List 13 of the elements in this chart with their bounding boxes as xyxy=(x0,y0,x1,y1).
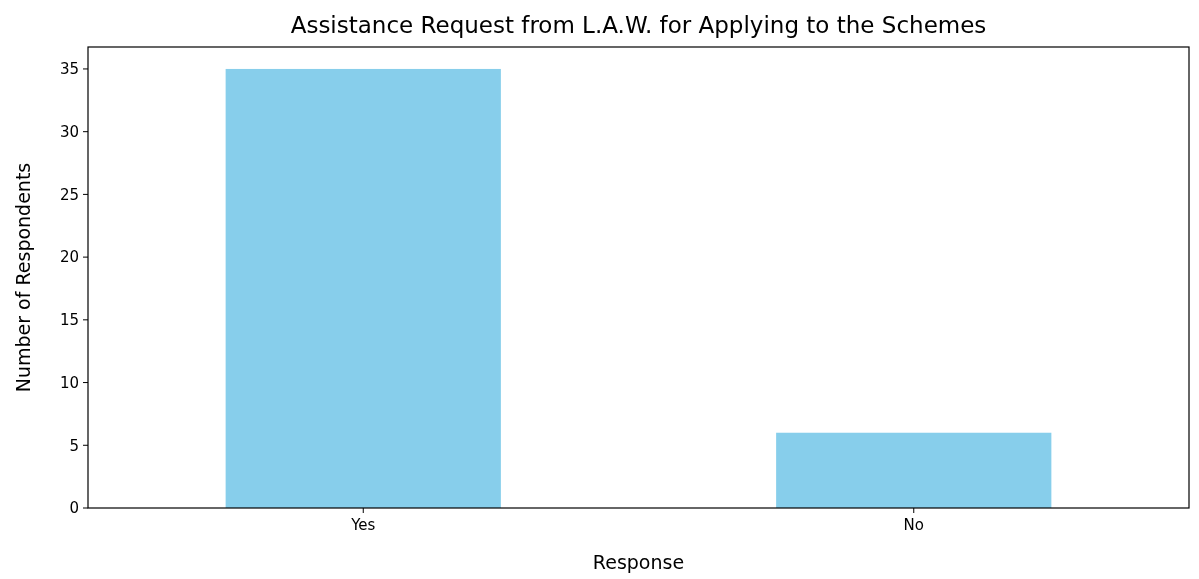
x-axis-title: Response xyxy=(592,551,685,573)
y-tick-label: 20 xyxy=(59,248,79,267)
x-tick-label: Yes xyxy=(350,516,376,534)
chart-title: Assistance Request from L.A.W. for Applying to the Schemes xyxy=(290,12,987,38)
x-tick-label: No xyxy=(903,516,924,534)
y-axis-title: Number of Respondents xyxy=(12,162,34,393)
y-tick-label: 30 xyxy=(59,122,79,141)
y-tick-label: 0 xyxy=(69,499,79,518)
y-tick-label: 10 xyxy=(59,373,79,392)
y-tick-label: 15 xyxy=(59,311,79,330)
y-tick-label: 35 xyxy=(59,60,79,79)
y-tick-label: 25 xyxy=(59,185,79,204)
y-tick-label: 5 xyxy=(69,436,79,455)
